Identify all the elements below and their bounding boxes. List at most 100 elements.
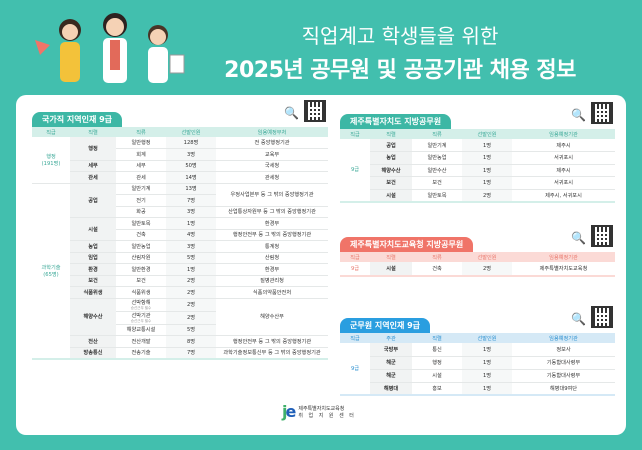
class-cell: 산림자원 (116, 252, 166, 264)
table-military: 직급 주관 직렬 선발인원 임용예정기관 9급 국방부 통신 1명 정보사 해군 행정 1명 기동함대사령… (340, 333, 615, 396)
magnifier-icon: 🔍 (571, 312, 586, 326)
logo-mark: j (282, 402, 288, 421)
table-row: 보건 보건 2명 질병관리청 (32, 275, 328, 287)
count-cell: 2명 (462, 189, 512, 202)
qr-code-icon[interactable] (591, 225, 613, 247)
grade-label: 9급 (350, 266, 360, 272)
grade-cell: 9급 (340, 343, 370, 396)
agency-cell: 질병관리청 (216, 275, 328, 287)
table-title-edu: 제주특별자치도교육청 지방공무원 (340, 237, 474, 252)
count-cell: 4명 (166, 229, 216, 241)
count-cell: 50명 (166, 160, 216, 172)
table-row: 해양교통시설 5명 (32, 324, 328, 336)
table-row: 해군 시설 1명 기동함대사령부 (340, 369, 615, 383)
agency-cell: 제주시 (512, 139, 615, 152)
class-cell: 일반수산 (412, 164, 462, 177)
table-title-national: 국가직 지역인재 9급 (32, 112, 123, 127)
series-cell: 해병대 (370, 382, 412, 396)
count-cell: 2명 (166, 286, 216, 299)
series-cell: 농업 (370, 151, 412, 165)
table-title-jeju: 제주특별자치도 지방공무원 (340, 114, 452, 129)
class-cell: 건축 (412, 262, 462, 277)
count-cell: 7명 (166, 347, 216, 359)
table-row: 해군 행정 1명 기동함대사령부 (340, 356, 615, 370)
series-cell: 해군 (370, 369, 412, 383)
grade-label: 9급 (350, 167, 360, 174)
grade-count: (65명) (43, 271, 59, 278)
agency-cell: 통계청 (216, 240, 328, 253)
count-cell: 7명 (166, 194, 216, 207)
count-cell: 1명 (462, 343, 512, 357)
table-jeju: 직급 직렬 직류 선발인원 임용예정기관 9급 공업 일반기계 1명 제주시 농업 일반농업 1명 서귀포… (340, 129, 615, 203)
agency-cell: 행정안전부 등 그 밖의 중앙행정기관 (216, 229, 328, 241)
count-cell: 5명 (166, 252, 216, 264)
count-cell: 1명 (462, 382, 512, 396)
class-cell: 전산개발 (116, 335, 166, 348)
class-cell: 해양교통시설 (116, 324, 166, 336)
agency-cell: 과학기술정보통신부 등 그 밖의 중앙행정기관 (216, 347, 328, 359)
table-header-row: 직급 직렬 직류 선발인원 임용예정부처 (32, 127, 328, 137)
column-header: 선발인원 (477, 254, 497, 261)
series-cell: 시설 (370, 262, 412, 277)
footer-logo: je 제주특별자치도교육청 취 업 지 원 센 터 (282, 402, 356, 421)
count-cell: 1명 (462, 369, 512, 383)
column-header: 직렬 (88, 129, 98, 136)
agency-cell: 서귀포시 (512, 176, 615, 190)
agency-cell: 산업통상자원부 등 그 밖의 중앙행정기관 (216, 206, 328, 218)
series-cell: 시설 (70, 217, 116, 241)
class-cell: 시설 (412, 369, 462, 383)
class-cell: 세무 (116, 160, 166, 172)
qr-code-icon[interactable] (591, 102, 613, 124)
table-header-row: 직급 주관 직렬 선발인원 임용예정기관 (340, 333, 615, 343)
je-logo: je (282, 402, 296, 421)
table-row: 과학기술 (65명) 공업 일반기계 13명 우정사업본부 등 그 밖의 중앙행정기관 (32, 183, 328, 359)
series-cell: 공업 (70, 183, 116, 218)
agency-cell: 우정사업본부 등 그 밖의 중앙행정기관 (216, 183, 328, 207)
class-cell: 일반농업 (116, 240, 166, 253)
table-row: 행정 (191명) 행정 일반행정 128명 전 중앙행정기관 (32, 137, 328, 184)
class-note: 승선근무 필수 (130, 318, 152, 323)
grade-label: 9급 (350, 366, 360, 372)
table-row: 세무 세무 50명 국세청 (32, 160, 328, 172)
table-row: 해병대 홍보 1명 해병대9여단 (340, 382, 615, 396)
header-subtitle: 직업계고 학생들을 위한 (301, 24, 499, 48)
class-cell: 전기 (116, 194, 166, 207)
series-cell: 관세 (70, 171, 116, 184)
grade-cell: 행정 (191명) (32, 137, 70, 184)
magnifier-icon: 🔍 (571, 108, 586, 122)
agency-cell: 식품의약품안전처 (216, 286, 328, 299)
count-cell: 2명 (166, 275, 216, 287)
class-cell: 일반토목 (412, 189, 462, 202)
grade-label: 과학기술 (41, 264, 61, 271)
count-cell: 1명 (462, 176, 512, 190)
column-header: 직급 (350, 131, 360, 138)
column-header: 직급 (46, 129, 56, 136)
column-header: 임용예정부처 (257, 129, 287, 136)
agency-cell: 국세청 (216, 160, 328, 172)
class-cell: 일반기계 (116, 183, 166, 195)
table-row: 전기 7명 (32, 194, 328, 207)
count-cell: 3명 (166, 206, 216, 218)
class-note: 승선근무 필수 (130, 305, 152, 310)
qr-code-icon[interactable] (304, 100, 326, 122)
table-row: 화공 3명 산업통상자원부 등 그 밖의 중앙행정기관 (32, 206, 328, 218)
table-row: 보건 보건 1명 서귀포시 (340, 176, 615, 190)
table-row: 농업 일반농업 3명 통계청 (32, 240, 328, 253)
series-cell: 해양수산 (70, 298, 116, 336)
series-cell: 방송통신 (70, 347, 116, 359)
grade-label: 행정 (46, 153, 56, 160)
table-edu: 직급 직렬 직류 선발인원 임용예정기관 9급 시설 건축 2명 제주특별자치도교육청 (340, 252, 615, 277)
qr-code-icon[interactable] (591, 306, 613, 328)
column-header: 직렬 (386, 131, 396, 138)
table-row: 방송통신 전송기술 7명 과학기술정보통신부 등 그 밖의 중앙행정기관 (32, 347, 328, 359)
table-row: 건축 4명 행정안전부 등 그 밖의 중앙행정기관 (32, 229, 328, 241)
series-cell: 환경 (70, 263, 116, 276)
agency-cell: 교육부 (216, 148, 328, 161)
agency-cell: 기동함대사령부 (512, 356, 615, 370)
class-cell: 전송기술 (116, 347, 166, 359)
grade-cell: 9급 (340, 139, 370, 202)
class-cell: 화공 (116, 206, 166, 218)
class-cell: 관세 (116, 171, 166, 184)
series-cell: 전산 (70, 335, 116, 348)
table-row: 선박기관 승선근무 필수 2명 (32, 311, 328, 325)
